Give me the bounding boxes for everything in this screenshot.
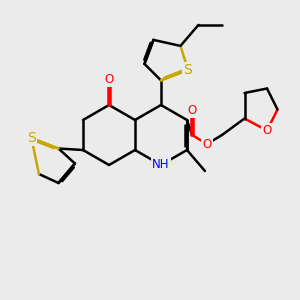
Text: O: O [188,104,196,118]
Text: O: O [104,73,114,86]
Text: NH: NH [152,158,170,172]
Text: S: S [184,63,192,77]
Text: S: S [27,131,36,145]
Text: O: O [262,124,272,137]
Text: O: O [202,137,211,151]
